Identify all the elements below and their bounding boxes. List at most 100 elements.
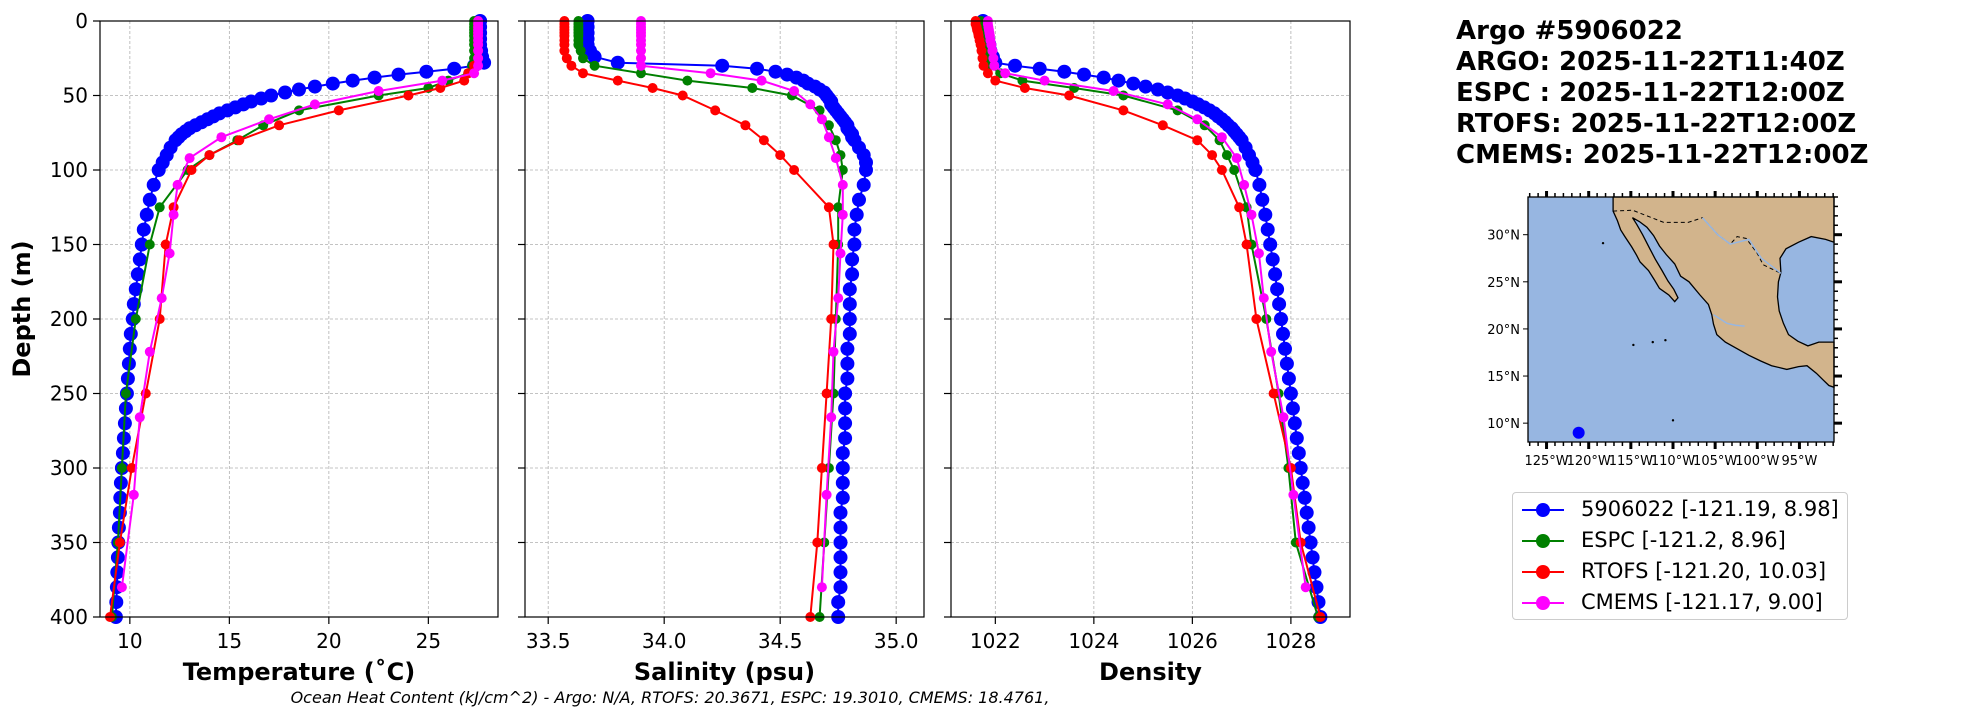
- data-point: [816, 114, 827, 125]
- data-point: [1231, 153, 1242, 164]
- data-point: [842, 312, 857, 326]
- data-point: [705, 68, 716, 79]
- data-point: [1239, 179, 1250, 190]
- legend-item-rtofs: RTOFS [-121.20, 10.03]: [1513, 557, 1847, 587]
- data-point: [828, 346, 839, 357]
- data-point: [160, 239, 171, 250]
- series-cmems: [636, 16, 848, 593]
- data-point: [840, 356, 855, 371]
- data-point: [1276, 326, 1290, 341]
- data-point: [838, 386, 853, 401]
- data-point: [1305, 550, 1320, 565]
- data-point: [1241, 239, 1252, 250]
- title-cmems-time: CMEMS: 2025-11-22T12:00Z: [1456, 140, 1869, 170]
- data-point: [134, 412, 145, 423]
- data-point: [156, 293, 167, 304]
- data-point: [164, 248, 175, 259]
- data-point: [264, 114, 275, 125]
- data-point: [1064, 90, 1075, 101]
- data-point: [114, 537, 125, 548]
- data-point: [833, 535, 848, 550]
- legend: 5906022 [-121.19, 8.98] ESPC [-121.2, 8.…: [1512, 492, 1848, 620]
- data-point: [1248, 163, 1263, 177]
- data-point: [1287, 416, 1302, 431]
- x-tick-label: 25: [416, 629, 441, 653]
- data-point: [1057, 64, 1072, 79]
- data-point: [1251, 314, 1262, 324]
- map-lon-label: 115°W: [1609, 454, 1653, 469]
- data-point: [610, 55, 625, 70]
- data-point: [1246, 209, 1257, 220]
- data-point: [128, 489, 139, 500]
- data-point: [1077, 67, 1091, 82]
- legend-label-espc: ESPC [-121.2, 8.96]: [1581, 528, 1786, 552]
- data-point: [816, 582, 827, 593]
- map-river: [1713, 314, 1745, 327]
- data-point: [274, 120, 285, 131]
- data-point: [204, 150, 215, 161]
- data-point: [575, 45, 586, 56]
- data-point: [1295, 475, 1310, 490]
- data-point: [186, 165, 197, 175]
- legend-marker-argo: [1536, 503, 1550, 517]
- series-cmems: [116, 16, 484, 593]
- data-point: [852, 192, 866, 207]
- data-point: [154, 202, 165, 213]
- data-point: [982, 68, 993, 79]
- y-axis-label: Depth (m): [8, 240, 36, 377]
- data-point: [835, 461, 850, 475]
- y-tick-label: 100: [50, 158, 88, 182]
- data-point: [835, 475, 850, 490]
- data-point: [833, 550, 848, 565]
- map-island: [1651, 340, 1654, 344]
- data-point: [473, 53, 484, 64]
- x-tick-label: 1024: [1068, 629, 1119, 653]
- map-lon-label: 120°W: [1567, 454, 1611, 469]
- data-point: [437, 75, 448, 86]
- data-point: [278, 85, 293, 100]
- data-point: [837, 209, 848, 220]
- data-point: [682, 75, 693, 86]
- x-tick-label: 20: [316, 629, 341, 653]
- data-point: [128, 282, 143, 297]
- title-rtofs-time: RTOFS: 2025-11-22T12:00Z: [1456, 109, 1857, 139]
- axes-frame: [950, 20, 1351, 618]
- map-border: [1613, 209, 1782, 274]
- legend-label-argo: 5906022 [-121.19, 8.98]: [1581, 497, 1839, 521]
- data-point: [1299, 505, 1314, 520]
- data-point: [403, 90, 414, 101]
- data-point: [833, 565, 848, 580]
- data-point: [307, 79, 322, 94]
- x-tick-label: 34.5: [758, 629, 803, 653]
- data-point: [367, 70, 382, 85]
- data-point: [1253, 248, 1264, 259]
- data-point: [142, 192, 157, 207]
- data-point: [130, 314, 141, 324]
- map-land: [1612, 196, 1835, 389]
- data-point: [821, 388, 832, 399]
- data-point: [1303, 535, 1318, 550]
- data-point: [775, 150, 786, 161]
- data-point: [833, 520, 848, 535]
- x-tick-label: 1026: [1167, 629, 1218, 653]
- data-point: [842, 326, 857, 341]
- data-point: [838, 431, 853, 446]
- data-point: [636, 53, 646, 64]
- data-point: [1000, 68, 1011, 79]
- data-point: [1138, 79, 1153, 94]
- data-point: [469, 68, 480, 79]
- data-point: [636, 60, 646, 71]
- data-point: [1111, 73, 1126, 88]
- data-point: [830, 153, 841, 164]
- panel-salinity: 33.5 34.0 34.5 35.0 Salinity (psu): [518, 14, 925, 686]
- data-point: [1255, 192, 1270, 207]
- panel-temperature: 10 15 20 25050100150200250300350400Temperat…: [50, 9, 499, 686]
- data-point: [845, 267, 860, 282]
- data-point: [345, 73, 360, 88]
- data-point: [1300, 582, 1311, 593]
- y-tick-label: 200: [50, 307, 88, 331]
- data-point: [636, 68, 646, 79]
- data-point: [168, 209, 179, 220]
- data-point: [559, 45, 570, 56]
- data-point: [833, 293, 844, 304]
